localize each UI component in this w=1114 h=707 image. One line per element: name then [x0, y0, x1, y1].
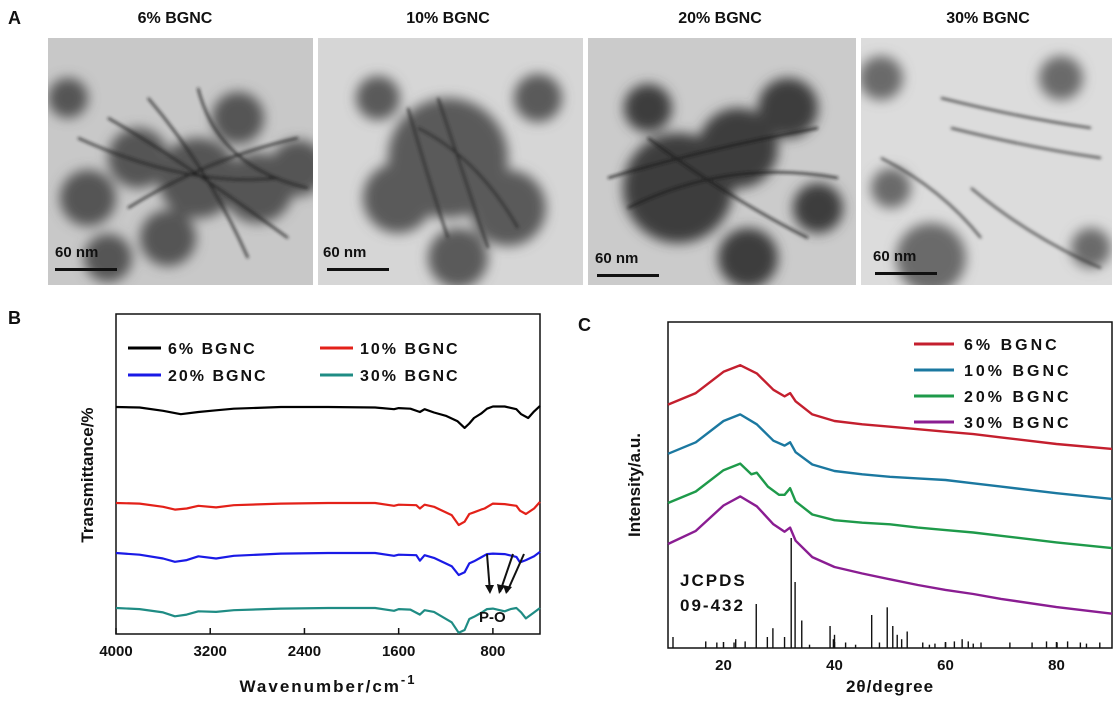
ftir-x-tick-label: 1600: [382, 643, 415, 660]
scale-label-30: 60 nm: [873, 248, 917, 265]
jcpds-label-line2: 09-432: [680, 596, 745, 615]
xrd-series-10-bgnc: [667, 413, 1113, 501]
ftir-x-tick-label: 2400: [288, 643, 321, 660]
ftir-plot-frame: [115, 313, 541, 635]
xrd-x-axis-label: 2θ/degree: [846, 677, 934, 696]
ftir-series-10-bgnc: [115, 501, 541, 527]
ftir-legend-label: 6% BGNC: [168, 341, 257, 358]
ftir-x-tick-label: 800: [480, 643, 505, 660]
xrd-legend-label: 6% BGNC: [964, 337, 1060, 354]
p-o-annotation: P-O: [479, 553, 525, 626]
xrd-x-tick-label: 20: [715, 657, 732, 674]
tem-title-10: 10% BGNC: [406, 10, 490, 27]
panel-label-a: A: [8, 8, 21, 28]
xrd-legend-label: 30% BGNC: [964, 415, 1072, 432]
tem-image-10: [318, 38, 583, 285]
xrd-x-tick-label: 40: [826, 657, 843, 674]
xrd-series-6-bgnc: [667, 364, 1113, 451]
ftir-legend-label: 30% BGNC: [360, 368, 460, 385]
ftir-x-tick-label: 4000: [99, 643, 132, 660]
scale-bar-30: [875, 272, 937, 275]
ftir-x-axis-label: Wavenumber/cm-1: [240, 672, 417, 696]
xrd-series-30-bgnc: [667, 495, 1113, 615]
ftir-chart: 4000 3200 2400 1600 800 6% BGNC 10% BGNC 20% B…: [78, 313, 541, 696]
scale-bar-20: [597, 274, 659, 277]
xrd-chart: 20 40 60 80 6% BGNC 10% BGNC 20% BGNC 30% BGNC…: [625, 321, 1113, 696]
scale-bar-10: [327, 268, 389, 271]
scale-label-6: 60 nm: [55, 244, 99, 261]
tem-title-6: 6% BGNC: [137, 10, 213, 27]
p-o-label: P-O: [479, 609, 506, 626]
tem-image-20: [588, 38, 856, 285]
ftir-series-6-bgnc: [115, 405, 541, 429]
xrd-legend-label: 10% BGNC: [964, 363, 1072, 380]
xrd-x-tick-label: 60: [937, 657, 954, 674]
tem-image-30: [861, 38, 1112, 285]
xrd-y-axis-label: Intensity/a.u.: [625, 433, 644, 537]
tem-image-6: [48, 38, 313, 285]
ftir-series-20-bgnc: [115, 551, 541, 577]
ftir-legend-label: 20% BGNC: [168, 368, 268, 385]
ftir-y-axis-label: Transmittance/%: [78, 407, 97, 542]
scale-bar-6: [55, 268, 117, 271]
tem-title-20: 20% BGNC: [678, 10, 762, 27]
xrd-plot-frame: [667, 321, 1113, 649]
xrd-series-20-bgnc: [667, 462, 1113, 550]
tem-title-30: 30% BGNC: [946, 10, 1030, 27]
ftir-x-tick-label: 3200: [194, 643, 227, 660]
scale-label-20: 60 nm: [595, 250, 639, 267]
xrd-legend-label: 20% BGNC: [964, 389, 1072, 406]
panel-label-b: B: [8, 308, 21, 328]
ftir-series-30-bgnc: [115, 606, 541, 634]
panel-label-c: C: [578, 315, 591, 335]
xrd-x-tick-label: 80: [1048, 657, 1065, 674]
ftir-legend-label: 10% BGNC: [360, 341, 460, 358]
scale-label-10: 60 nm: [323, 244, 367, 261]
jcpds-label-line1: JCPDS: [680, 571, 747, 590]
